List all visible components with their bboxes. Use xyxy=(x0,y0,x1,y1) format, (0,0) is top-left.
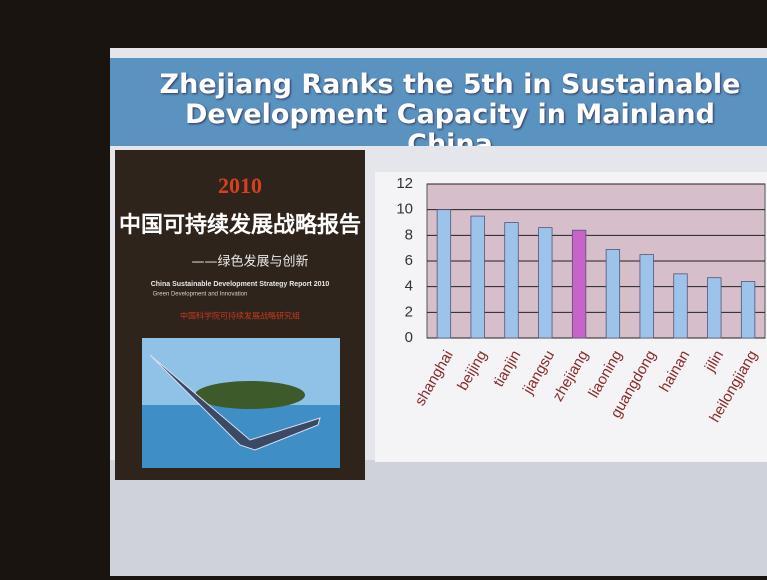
cover-island xyxy=(195,381,305,409)
y-tick-label: 2 xyxy=(405,303,413,320)
cover-title-cn: 中国可持续发展战略报告 xyxy=(119,212,361,238)
bar xyxy=(538,227,553,339)
cover-plane xyxy=(149,354,321,451)
bar xyxy=(673,273,688,339)
cover-subtitle-cn: ——绿色发展与创新 xyxy=(191,254,308,270)
cover-subtitle-en: Green Development and Innovation xyxy=(153,292,248,298)
bar xyxy=(470,215,485,339)
y-tick-label: 6 xyxy=(405,252,413,269)
cover-author: 中国科学院可持续发展战略研究组 xyxy=(180,311,300,321)
bar xyxy=(707,277,722,339)
cover-title-en: China Sustainable Development Strategy R… xyxy=(151,281,330,288)
bar xyxy=(504,222,519,339)
book-cover: 2010 中国可持续发展战略报告 ——绿色发展与创新 China Sustain… xyxy=(115,150,365,480)
y-tick-label: 10 xyxy=(396,201,413,218)
y-tick-label: 0 xyxy=(405,329,413,346)
y-tick-label: 8 xyxy=(405,226,413,243)
bar xyxy=(571,229,587,339)
bar xyxy=(436,209,452,339)
title-box: Zhejiang Ranks the 5th in Sustainable De… xyxy=(159,70,741,146)
bar xyxy=(740,281,756,339)
bar xyxy=(639,254,654,339)
cover-year: 2010 xyxy=(218,173,262,198)
y-tick-label: 12 xyxy=(396,175,413,192)
chart-title: Zhejiang Ranks the 5th in Sustainable De… xyxy=(159,70,741,146)
title-band xyxy=(110,58,767,146)
bar xyxy=(605,249,621,339)
y-tick-label: 4 xyxy=(405,278,413,295)
